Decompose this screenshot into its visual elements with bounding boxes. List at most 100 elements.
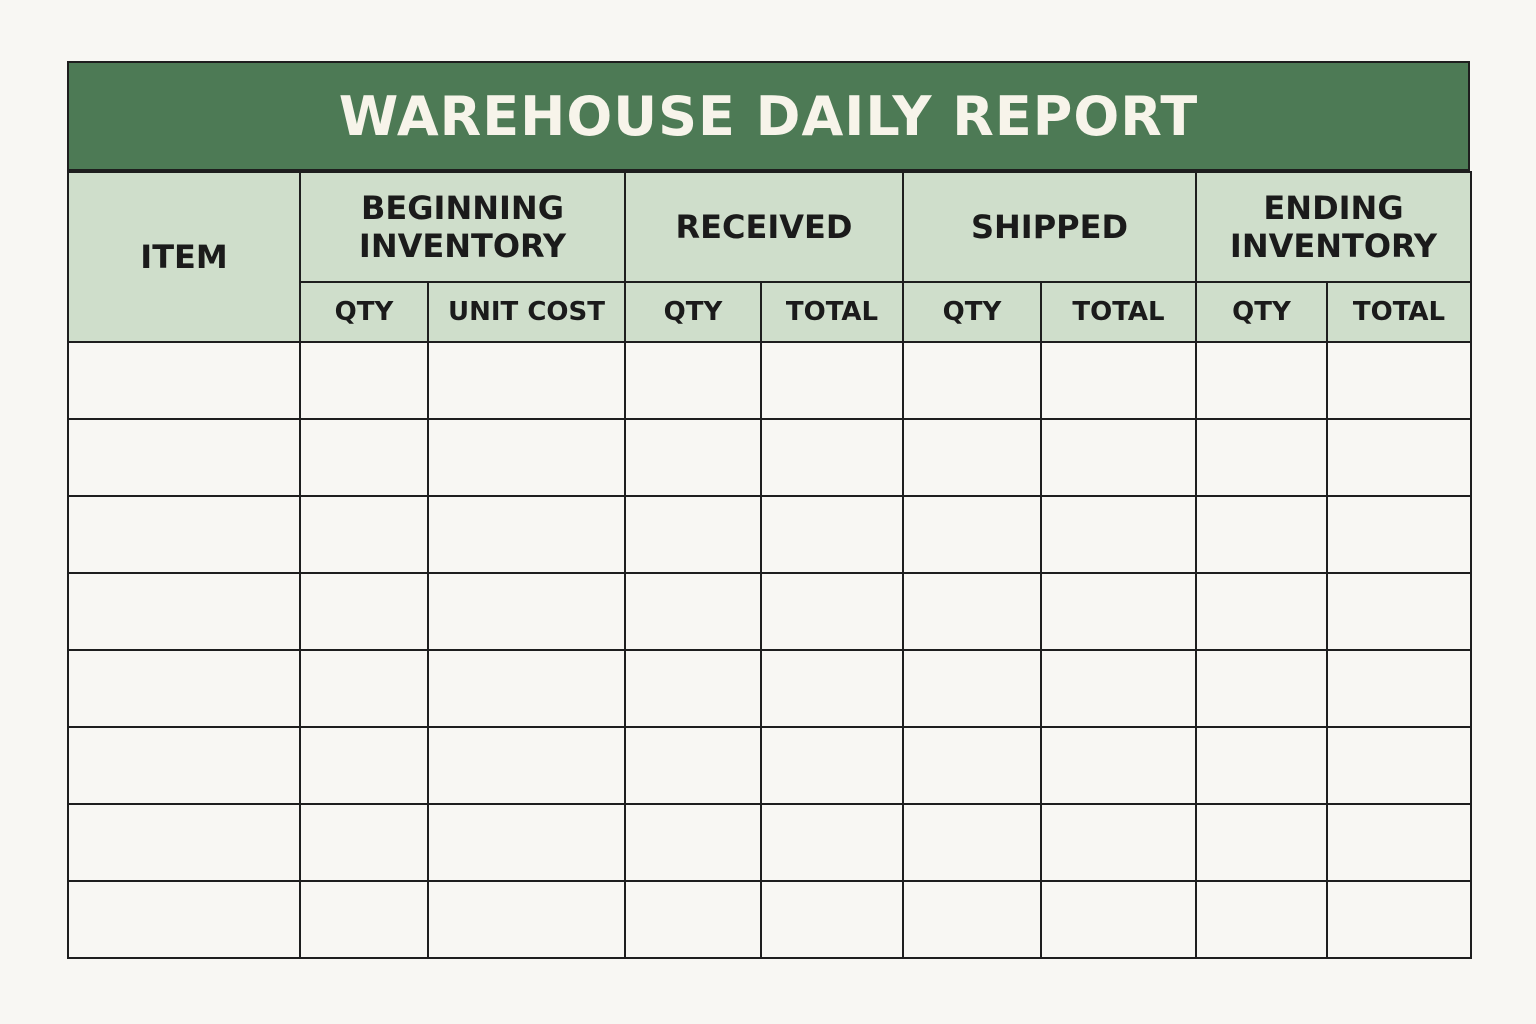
subheader-received-qty: QTY	[624, 281, 762, 343]
cell-received-total[interactable]	[760, 726, 904, 805]
cell-shipped-total[interactable]	[1040, 880, 1197, 959]
cell-beginning-qty[interactable]	[299, 649, 429, 728]
subheader-ending-total: TOTAL	[1326, 281, 1472, 343]
table-row	[67, 418, 1472, 497]
header-sub-row: QTY UNIT COST QTY TOTAL QTY TOTAL QTY TO…	[68, 281, 1472, 343]
cell-shipped-total[interactable]	[1040, 341, 1197, 420]
cell-ending-qty[interactable]	[1195, 341, 1328, 420]
cell-shipped-qty[interactable]	[902, 341, 1042, 420]
cell-ending-total[interactable]	[1326, 880, 1472, 959]
cell-shipped-total[interactable]	[1040, 418, 1197, 497]
header-beginning-inventory: BEGINNING INVENTORY	[299, 171, 626, 283]
cell-beginning-unit-cost[interactable]	[427, 649, 626, 728]
cell-beginning-unit-cost[interactable]	[427, 726, 626, 805]
report-title: WAREHOUSE DAILY REPORT	[338, 84, 1199, 148]
cell-received-qty[interactable]	[624, 726, 762, 805]
cell-shipped-qty[interactable]	[902, 495, 1042, 574]
table-row	[67, 803, 1472, 882]
cell-item[interactable]	[67, 726, 301, 805]
cell-received-total[interactable]	[760, 880, 904, 959]
cell-shipped-total[interactable]	[1040, 649, 1197, 728]
cell-ending-qty[interactable]	[1195, 572, 1328, 651]
cell-item[interactable]	[67, 418, 301, 497]
cell-beginning-unit-cost[interactable]	[427, 880, 626, 959]
cell-ending-qty[interactable]	[1195, 418, 1328, 497]
cell-item[interactable]	[67, 803, 301, 882]
cell-shipped-total[interactable]	[1040, 572, 1197, 651]
cell-ending-total[interactable]	[1326, 341, 1472, 420]
cell-beginning-qty[interactable]	[299, 495, 429, 574]
cell-shipped-total[interactable]	[1040, 726, 1197, 805]
cell-ending-qty[interactable]	[1195, 880, 1328, 959]
table-row	[67, 649, 1472, 728]
subheader-ending-qty: QTY	[1195, 281, 1328, 343]
cell-received-qty[interactable]	[624, 649, 762, 728]
subheader-shipped-qty: QTY	[902, 281, 1042, 343]
cell-ending-total[interactable]	[1326, 572, 1472, 651]
cell-beginning-unit-cost[interactable]	[427, 341, 626, 420]
cell-item[interactable]	[67, 341, 301, 420]
header-shipped: SHIPPED	[902, 171, 1197, 283]
cell-received-total[interactable]	[760, 649, 904, 728]
table-row	[67, 726, 1472, 805]
report-table: ITEM BEGINNING INVENTORY RECEIVED SHIPPE…	[67, 171, 1472, 959]
subheader-beginning-unit-cost: UNIT COST	[427, 281, 626, 343]
subheader-beginning-qty: QTY	[299, 281, 429, 343]
cell-item[interactable]	[67, 572, 301, 651]
cell-ending-total[interactable]	[1326, 418, 1472, 497]
cell-beginning-qty[interactable]	[299, 880, 429, 959]
cell-ending-total[interactable]	[1326, 649, 1472, 728]
header-received: RECEIVED	[624, 171, 904, 283]
cell-received-qty[interactable]	[624, 495, 762, 574]
cell-received-total[interactable]	[760, 572, 904, 651]
table-row	[67, 495, 1472, 574]
cell-ending-qty[interactable]	[1195, 649, 1328, 728]
cell-ending-qty[interactable]	[1195, 726, 1328, 805]
cell-ending-qty[interactable]	[1195, 803, 1328, 882]
header-item: ITEM	[67, 171, 301, 343]
report-body	[67, 341, 1472, 959]
cell-received-qty[interactable]	[624, 803, 762, 882]
cell-shipped-total[interactable]	[1040, 803, 1197, 882]
cell-received-total[interactable]	[760, 803, 904, 882]
cell-ending-total[interactable]	[1326, 495, 1472, 574]
title-bar: WAREHOUSE DAILY REPORT	[69, 63, 1468, 171]
cell-shipped-qty[interactable]	[902, 803, 1042, 882]
subheader-shipped-total: TOTAL	[1040, 281, 1197, 343]
table-row	[67, 572, 1472, 651]
cell-received-qty[interactable]	[624, 572, 762, 651]
cell-shipped-total[interactable]	[1040, 495, 1197, 574]
table-row	[67, 341, 1472, 420]
cell-beginning-qty[interactable]	[299, 418, 429, 497]
cell-received-qty[interactable]	[624, 418, 762, 497]
cell-received-total[interactable]	[760, 418, 904, 497]
cell-ending-total[interactable]	[1326, 803, 1472, 882]
cell-ending-total[interactable]	[1326, 726, 1472, 805]
table-row	[67, 880, 1472, 959]
cell-item[interactable]	[67, 495, 301, 574]
cell-beginning-qty[interactable]	[299, 726, 429, 805]
cell-received-qty[interactable]	[624, 880, 762, 959]
cell-received-total[interactable]	[760, 341, 904, 420]
header-group-row: ITEM BEGINNING INVENTORY RECEIVED SHIPPE…	[67, 171, 1472, 343]
cell-beginning-qty[interactable]	[299, 803, 429, 882]
cell-shipped-qty[interactable]	[902, 572, 1042, 651]
cell-shipped-qty[interactable]	[902, 649, 1042, 728]
cell-beginning-unit-cost[interactable]	[427, 803, 626, 882]
cell-item[interactable]	[67, 649, 301, 728]
subheader-received-total: TOTAL	[760, 281, 904, 343]
cell-received-total[interactable]	[760, 495, 904, 574]
header-ending-inventory: ENDING INVENTORY	[1195, 171, 1472, 283]
cell-beginning-unit-cost[interactable]	[427, 418, 626, 497]
cell-shipped-qty[interactable]	[902, 880, 1042, 959]
report-sheet: WAREHOUSE DAILY REPORT ITEM BEGINNING IN…	[67, 61, 1472, 959]
cell-shipped-qty[interactable]	[902, 726, 1042, 805]
cell-item[interactable]	[67, 880, 301, 959]
cell-beginning-qty[interactable]	[299, 341, 429, 420]
cell-beginning-unit-cost[interactable]	[427, 495, 626, 574]
cell-received-qty[interactable]	[624, 341, 762, 420]
cell-beginning-qty[interactable]	[299, 572, 429, 651]
cell-beginning-unit-cost[interactable]	[427, 572, 626, 651]
cell-ending-qty[interactable]	[1195, 495, 1328, 574]
cell-shipped-qty[interactable]	[902, 418, 1042, 497]
